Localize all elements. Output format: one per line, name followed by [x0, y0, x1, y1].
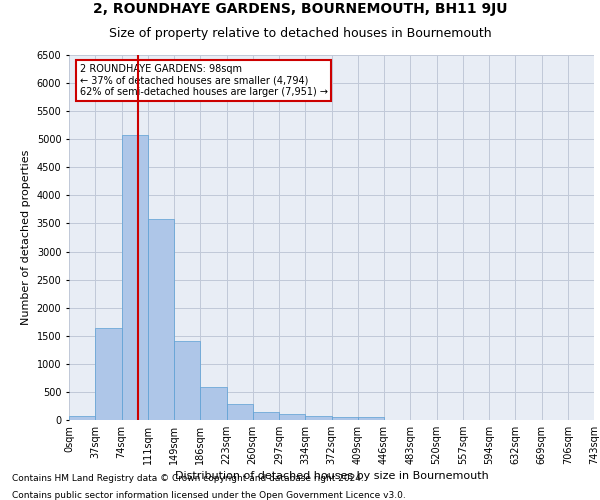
X-axis label: Distribution of detached houses by size in Bournemouth: Distribution of detached houses by size …	[175, 472, 488, 482]
Bar	[69, 416, 95, 420]
Bar	[331, 417, 358, 420]
Bar	[121, 134, 148, 420]
Text: 2, ROUNDHAYE GARDENS, BOURNEMOUTH, BH11 9JU: 2, ROUNDHAYE GARDENS, BOURNEMOUTH, BH11 …	[93, 2, 507, 16]
Bar	[174, 342, 200, 420]
Text: Contains HM Land Registry data © Crown copyright and database right 2024.: Contains HM Land Registry data © Crown c…	[12, 474, 364, 483]
Bar	[358, 417, 384, 420]
Bar	[227, 404, 253, 420]
Bar	[148, 219, 174, 420]
Bar	[305, 416, 331, 420]
Bar	[279, 414, 305, 420]
Y-axis label: Number of detached properties: Number of detached properties	[21, 150, 31, 325]
Bar	[95, 328, 121, 420]
Text: 2 ROUNDHAYE GARDENS: 98sqm
← 37% of detached houses are smaller (4,794)
62% of s: 2 ROUNDHAYE GARDENS: 98sqm ← 37% of deta…	[79, 64, 328, 98]
Bar	[200, 388, 227, 420]
Text: Size of property relative to detached houses in Bournemouth: Size of property relative to detached ho…	[109, 28, 491, 40]
Text: Contains public sector information licensed under the Open Government Licence v3: Contains public sector information licen…	[12, 491, 406, 500]
Bar	[253, 412, 279, 420]
